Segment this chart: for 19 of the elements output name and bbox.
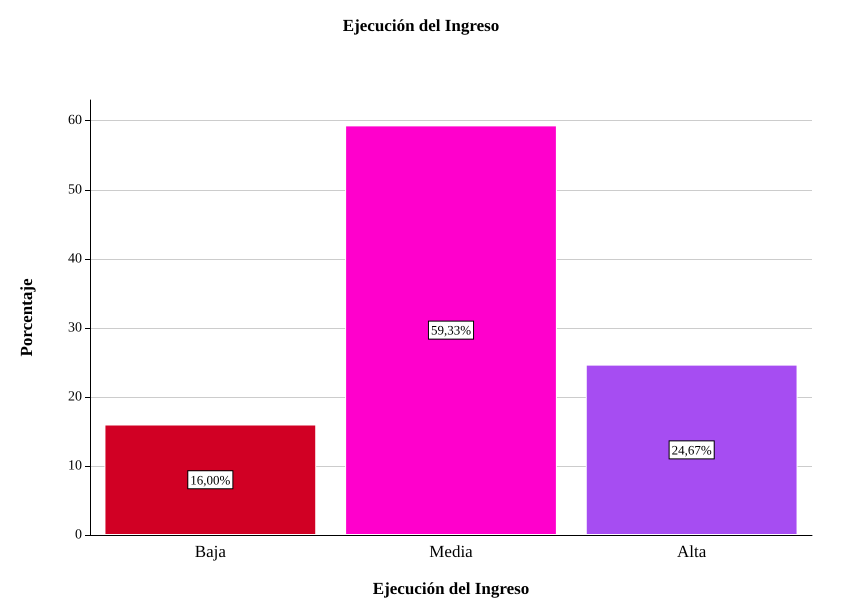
x-tick-label: Baja <box>194 542 226 561</box>
y-axis-title: Porcentaje <box>17 278 36 357</box>
data-label: 24,67% <box>672 442 712 458</box>
bar <box>586 364 798 535</box>
y-tick-label: 20 <box>68 389 82 404</box>
data-label: 59,33% <box>430 322 472 338</box>
bar <box>104 424 316 535</box>
y-tick-label: 40 <box>68 251 82 266</box>
y-tick-label: 0 <box>75 528 82 542</box>
y-tick-label: 30 <box>68 320 82 336</box>
y-tick-label: 60 <box>68 113 82 128</box>
y-tick-label: 10 <box>68 458 82 474</box>
y-tick-label: 50 <box>68 182 82 198</box>
x-tick-label: Media <box>429 542 474 561</box>
x-tick-label: Alta <box>677 542 707 561</box>
bar <box>345 125 557 535</box>
x-axis-title: Ejecución del Ingreso <box>372 579 530 598</box>
data-label: 16,00% <box>190 472 231 488</box>
chart-title: Ejecución del Ingreso <box>342 16 500 35</box>
